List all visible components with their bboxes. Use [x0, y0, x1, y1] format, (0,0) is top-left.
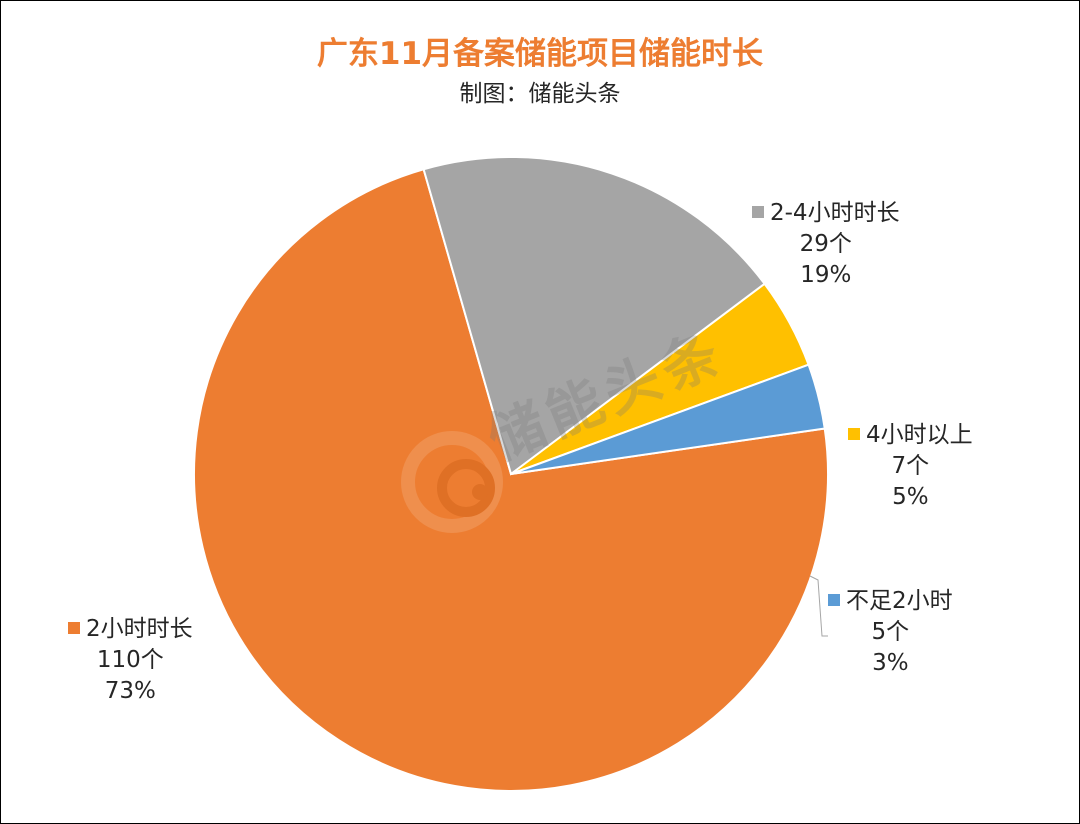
chart-title: 广东11月备案储能项目储能时长	[316, 36, 764, 72]
pie-slice-under-2h	[510, 363, 826, 475]
slice-label-count: 7个	[891, 453, 930, 479]
chart-subtitle: 制图：储能头条	[459, 81, 621, 107]
slice-label-percent: 5%	[892, 484, 929, 510]
slice-label-percent: 73%	[104, 678, 156, 704]
slice-label-count: 110个	[96, 647, 164, 673]
data-label-2h: 2小时时长 110个 73%	[68, 614, 193, 707]
legend-swatch-gray	[752, 206, 764, 218]
slice-label-count: 5个	[871, 619, 910, 645]
slice-label-percent: 19%	[800, 262, 852, 288]
slice-label-percent: 3%	[872, 650, 909, 676]
data-label-4h-plus: 4小时以上 7个 5%	[848, 420, 973, 513]
pie-slice-2h	[193, 168, 829, 792]
slice-label-count: 29个	[799, 231, 852, 257]
slice-label-name: 2-4小时时长	[770, 200, 900, 226]
pie-slice-2-4h	[422, 156, 767, 476]
legend-swatch-yellow	[848, 428, 860, 440]
slice-label-name: 不足2小时	[846, 588, 953, 614]
leader-line-under-2h	[809, 575, 828, 637]
slice-label-name: 2小时时长	[86, 616, 193, 642]
watermark-logo-icon	[401, 431, 503, 533]
slice-label-name: 4小时以上	[866, 422, 973, 448]
data-label-2-4h: 2-4小时时长 29个 19%	[752, 198, 900, 291]
data-label-under-2h: 不足2小时 5个 3%	[828, 586, 953, 679]
legend-swatch-blue	[828, 594, 840, 606]
legend-swatch-orange	[68, 622, 80, 634]
